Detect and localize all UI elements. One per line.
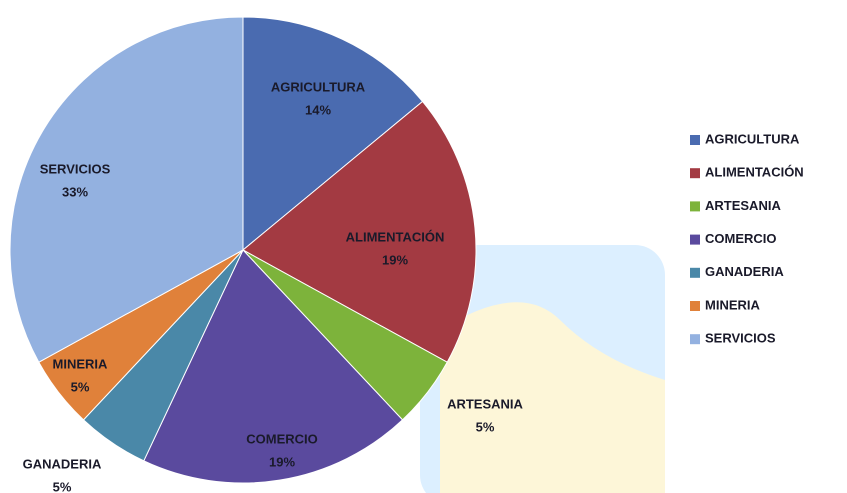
slice-label: AGRICULTURA	[271, 79, 366, 94]
slice-label: GANADERIA	[23, 456, 102, 471]
legend-label: ARTESANIA	[705, 198, 781, 213]
slice-label: COMERCIO	[246, 431, 318, 446]
legend-swatch	[690, 201, 700, 212]
pie-slice	[143, 249, 404, 484]
slice-label: SERVICIOS	[40, 161, 111, 176]
background-shape	[440, 302, 665, 493]
legend-label: MINERIA	[705, 297, 761, 312]
legend-label: ALIMENTACIÓN	[705, 165, 804, 180]
slice-value-label: 33%	[62, 184, 88, 199]
legend-label: AGRICULTURA	[705, 131, 800, 146]
slice-label: ALIMENTACIÓN	[346, 229, 445, 244]
legend-label: GANADERIA	[705, 264, 784, 279]
legend-label: SERVICIOS	[705, 331, 776, 346]
legend-swatch	[690, 234, 700, 245]
slice-value-label: 5%	[476, 419, 495, 434]
slice-value-label: 19%	[382, 252, 408, 267]
slice-value-label: 19%	[269, 454, 295, 469]
legend-swatch	[690, 267, 700, 278]
slice-label: MINERIA	[53, 356, 109, 371]
legend-label: COMERCIO	[705, 231, 777, 246]
legend-swatch	[690, 168, 700, 179]
slice-value-label: 5%	[53, 479, 72, 493]
pie-slice	[242, 16, 424, 252]
pie-slice	[242, 100, 477, 363]
legend-swatch	[690, 334, 700, 345]
legend-swatch	[690, 301, 700, 311]
slice-value-label: 5%	[71, 379, 90, 394]
slice-value-label: 14%	[305, 102, 331, 117]
legend-swatch	[690, 135, 700, 145]
pie-slice	[9, 16, 244, 363]
slice-label: ARTESANIA	[447, 396, 523, 411]
